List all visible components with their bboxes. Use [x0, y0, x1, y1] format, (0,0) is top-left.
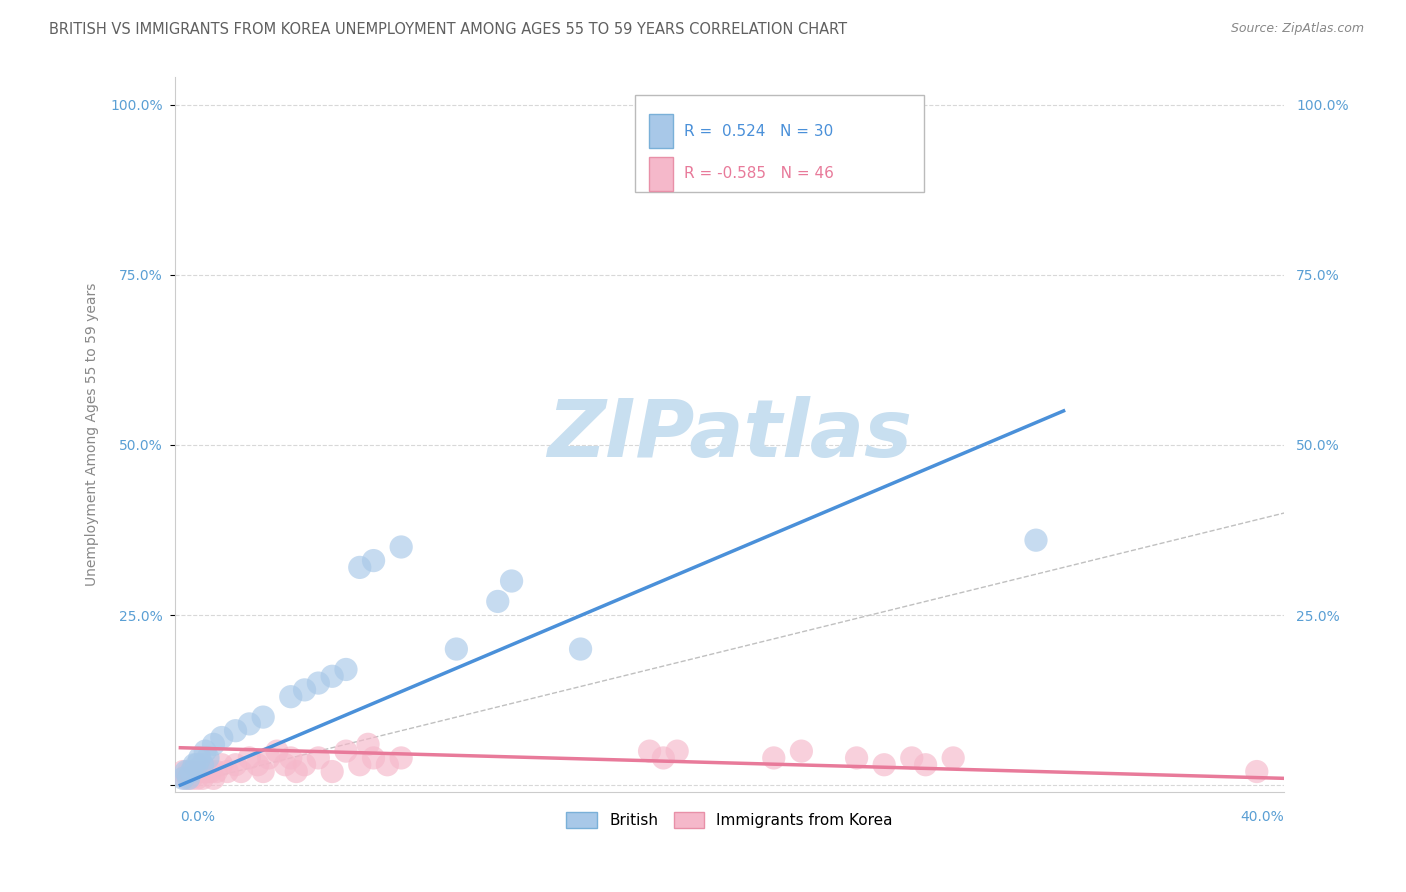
Y-axis label: Unemployment Among Ages 55 to 59 years: Unemployment Among Ages 55 to 59 years — [86, 283, 100, 586]
Point — [762, 751, 785, 765]
Point — [790, 744, 813, 758]
Point — [180, 764, 202, 779]
Point — [845, 112, 868, 126]
Point — [321, 764, 343, 779]
Text: 0.0%: 0.0% — [180, 810, 215, 823]
Point — [172, 764, 194, 779]
Point — [217, 764, 239, 779]
Point — [188, 764, 211, 779]
Point — [501, 574, 523, 588]
Point — [274, 757, 297, 772]
Point — [914, 757, 936, 772]
Point — [211, 757, 233, 772]
Point — [294, 757, 316, 772]
Point — [252, 710, 274, 724]
Point — [845, 751, 868, 765]
Point — [357, 737, 380, 751]
Point — [191, 772, 214, 786]
Point — [666, 744, 689, 758]
Point — [389, 540, 412, 554]
Text: R = -0.585   N = 46: R = -0.585 N = 46 — [685, 167, 834, 181]
Point — [349, 757, 371, 772]
Legend: British, Immigrants from Korea: British, Immigrants from Korea — [561, 806, 898, 834]
Point — [873, 757, 896, 772]
Point — [900, 751, 922, 765]
Point — [942, 751, 965, 765]
Point — [1025, 533, 1047, 548]
Point — [202, 772, 225, 786]
Point — [307, 676, 329, 690]
Point — [186, 772, 208, 786]
Point — [186, 757, 208, 772]
Point — [335, 663, 357, 677]
Point — [294, 682, 316, 697]
Point — [389, 751, 412, 765]
Point — [377, 757, 399, 772]
Point — [246, 757, 269, 772]
Point — [183, 764, 205, 779]
Point — [285, 764, 308, 779]
Point — [266, 744, 288, 758]
FancyBboxPatch shape — [636, 95, 924, 192]
Point — [446, 642, 468, 657]
Point — [831, 118, 853, 132]
Point — [238, 717, 260, 731]
Point — [174, 764, 197, 779]
Point — [652, 751, 675, 765]
Point — [188, 751, 211, 765]
Point — [307, 751, 329, 765]
Point — [211, 731, 233, 745]
Point — [191, 757, 214, 772]
Point — [225, 723, 247, 738]
Point — [194, 744, 217, 758]
Point — [349, 560, 371, 574]
Point — [335, 744, 357, 758]
Point — [363, 751, 385, 765]
Point — [172, 772, 194, 786]
Point — [197, 764, 219, 779]
Point — [229, 764, 252, 779]
Point — [183, 757, 205, 772]
Point — [174, 772, 197, 786]
Text: Source: ZipAtlas.com: Source: ZipAtlas.com — [1230, 22, 1364, 36]
Text: BRITISH VS IMMIGRANTS FROM KOREA UNEMPLOYMENT AMONG AGES 55 TO 59 YEARS CORRELAT: BRITISH VS IMMIGRANTS FROM KOREA UNEMPLO… — [49, 22, 848, 37]
Point — [177, 764, 200, 779]
Point — [1246, 764, 1268, 779]
Point — [202, 737, 225, 751]
FancyBboxPatch shape — [648, 114, 673, 148]
Point — [321, 669, 343, 683]
Point — [177, 772, 200, 786]
Point — [638, 744, 661, 758]
Point — [225, 757, 247, 772]
Point — [280, 751, 302, 765]
Text: ZIPatlas: ZIPatlas — [547, 396, 912, 474]
Point — [363, 553, 385, 567]
FancyBboxPatch shape — [648, 157, 673, 191]
Point — [486, 594, 509, 608]
Point — [252, 764, 274, 779]
Point — [194, 764, 217, 779]
Point — [569, 642, 592, 657]
Text: 40.0%: 40.0% — [1240, 810, 1285, 823]
Point — [197, 751, 219, 765]
Point — [238, 751, 260, 765]
Point — [205, 764, 228, 779]
Point — [180, 772, 202, 786]
Point — [280, 690, 302, 704]
Point — [200, 764, 222, 779]
Text: R =  0.524   N = 30: R = 0.524 N = 30 — [685, 123, 834, 138]
Point — [257, 751, 280, 765]
